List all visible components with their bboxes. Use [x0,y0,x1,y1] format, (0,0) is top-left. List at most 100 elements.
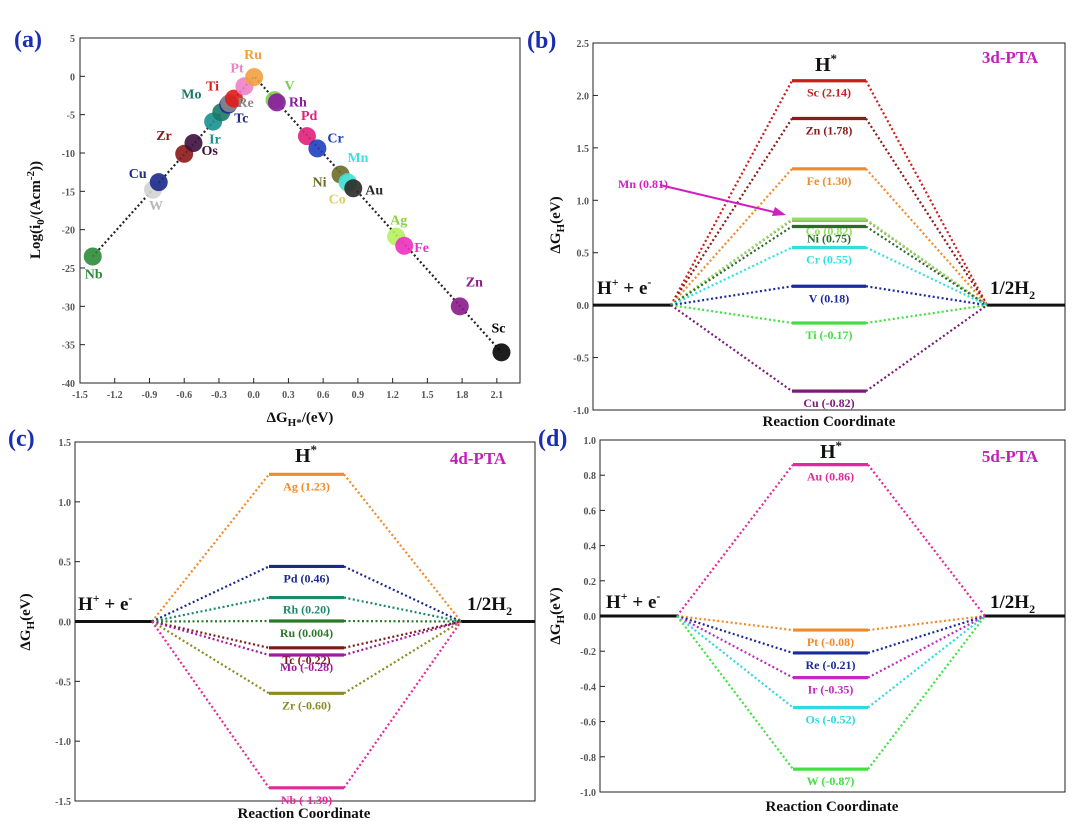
panel-a-point-label-ni: Ni [313,175,327,190]
panel-a-point-label-nb: Nb [85,268,103,283]
panel-a-x-tick-label: 1.8 [456,390,469,401]
panel-a-frame [79,37,521,384]
panel-b-level-label-zn: Zn (1.78) [806,123,853,137]
panel-b-y-tick-label: 0.0 [577,301,590,312]
panel-a-point-label-v: V [285,79,295,94]
panel-c-path-in-nb [151,620,270,789]
panel-d-path-out-au [867,463,986,617]
panel-c-4d-energy-diagram: (c) 1.5 1.0 0.5 0.0 -0.5 -1.0 -1.5 Ag (1.23) Pd… [8,426,536,822]
panel-a-point-label-mo: Mo [181,87,201,102]
panel-b-path-in-co [670,218,793,307]
panel-d-y-tick-label: 1.0 [584,436,597,447]
panel-a-y-tick-label: -25 [62,264,75,275]
panel-a-y-tick-label: -10 [62,149,75,160]
panel-a-x-tick-label: -0.3 [211,390,227,401]
panel-d-content: Au (0.86) Pt (-0.08) Re (-0.21) Ir (-0.35) O… [600,463,1065,788]
panel-c-y-tick-label: 0.0 [59,618,72,629]
panel-d-initial-state-label: H+ + e- [606,589,660,613]
panel-b-y-tick-label: -1.0 [573,406,589,417]
panel-d-x-axis-title: Reaction Coordinate [766,799,899,815]
panel-a-x-tick-label: 1.2 [386,390,399,401]
panel-c-y-tick-label: 0.5 [59,558,72,569]
panel-b-y-tick-label: 0.5 [577,249,590,260]
panel-b-mn-annotation: Mn (0.81) [618,177,668,191]
panel-a-point-ru [245,68,264,87]
panel-a-point-label-ir: Ir [209,133,221,148]
panel-a-y-tick-label: 0 [70,72,75,83]
panel-b-label: (b) [527,28,556,54]
panel-c-level-label-ag: Ag (1.23) [283,479,330,493]
panel-c-path-in-rh [151,596,270,623]
panel-a-y-axis-title: Log(i0/(Acm-2)) [25,161,47,259]
panel-c-level-label-pd: Pd (0.46) [284,571,330,585]
panel-d-path-out-re [867,614,986,655]
panel-a-x-tick-label: -0.6 [176,390,192,401]
panel-a-point-label-au: Au [365,183,383,198]
panel-b-path-out-ni [865,225,988,307]
panel-a-x-tick-label: 2.1 [491,390,504,401]
panel-b-path-out-cr [865,246,988,307]
panel-d-y-tick-label: 0.8 [584,471,597,482]
panel-d-y-tick-label: 0.0 [584,612,597,623]
panel-d-path-in-pt [676,614,794,632]
panel-b-y-tick-label: 1.5 [577,144,590,155]
panel-b-y-tick-label: 2.5 [577,39,590,50]
panel-a-point-label-pt: Pt [230,61,244,76]
panel-a-label: (a) [14,27,42,53]
panel-a-y-tick-label: -5 [67,111,75,122]
panel-a-x-tick-label: 0.3 [282,390,295,401]
panel-c-path-out-zr [343,620,462,695]
panel-a-point-label-tc: Tc [234,112,248,127]
panel-b-y-tick-label: 1.0 [577,196,590,207]
panel-b-y-axis-title: ΔGH(eV) [548,196,567,253]
panel-d-y-tick-label: -0.8 [580,753,596,764]
panel-c-y-tick-label: -1.5 [55,797,71,808]
panel-a-x-tick-label: 0.6 [317,390,330,401]
panel-a-point-ti [225,89,243,108]
panel-a-point-label-zn: Zn [466,275,483,290]
panel-c-path-out-ag [343,473,462,623]
panel-b-h-star-label: H* [815,51,837,76]
panel-c-level-label-ru: Ru (0.004) [280,626,333,640]
panel-b-level-label-cr: Cr (0.55) [806,252,852,266]
panel-c-h-star-label: H* [295,442,317,467]
panel-c-path-out-pd [343,565,462,623]
panel-b-mn-arrow-line [659,184,779,214]
panel-c-path-out-tc [343,620,462,649]
panel-a-point-label-fe: Fe [414,241,429,256]
panel-d-final-state-label: 1/2H2 [990,592,1035,616]
panel-c-content: Ag (1.23)Pd (0.46)Rh (0.20)Ru (0.004)Tc … [75,472,535,807]
panel-a-point-cr [308,139,327,158]
panel-d-y-tick-label: -0.2 [580,647,596,658]
panel-b-path-in-cu [670,304,793,393]
panel-b-mn-arrow-head [772,207,786,216]
panel-a-point-sc [492,343,511,362]
panel-d-y-tick-label: -0.6 [580,718,596,729]
panel-a-y-tick-label: -40 [62,379,75,390]
panel-c-title: 4d-PTA [450,449,507,468]
panel-d-h-star-label: H* [820,438,842,463]
panel-a-point-cu [149,173,168,192]
panel-b-path-in-cr [670,246,793,307]
panel-b-x-axis-title: Reaction Coordinate [763,414,896,430]
panel-d-path-in-ir [676,615,794,679]
panel-d-y-tick-label: 0.4 [584,542,597,553]
panel-c-path-out-nb [343,620,462,789]
panel-b-path-in-ti [670,304,793,325]
panel-a-x-tick-label: -0.9 [142,390,158,401]
panel-a-point-label-re: Re [237,96,253,111]
panel-c-initial-state-label: H+ + e- [78,591,132,615]
panel-a-y-tick-label: 5 [70,34,75,45]
panel-a-x-tick-label: 1.5 [421,390,434,401]
panel-d-level-label-ir: Ir (-0.35) [808,683,854,697]
panel-d-label: (d) [538,426,567,452]
panel-b-path-in-fe [670,168,793,306]
panel-b-path-in-zn [670,117,793,306]
panel-a-point-label-ru: Ru [244,48,262,63]
panel-c-level-label-rh: Rh (0.20) [283,603,330,617]
panel-d-y-tick-label: 0.6 [584,506,597,517]
panel-b-title: 3d-PTA [982,48,1039,67]
panel-c-y-tick-label: 1.0 [59,498,72,509]
panel-d-y-axis-title: ΔGH(eV) [548,587,567,644]
